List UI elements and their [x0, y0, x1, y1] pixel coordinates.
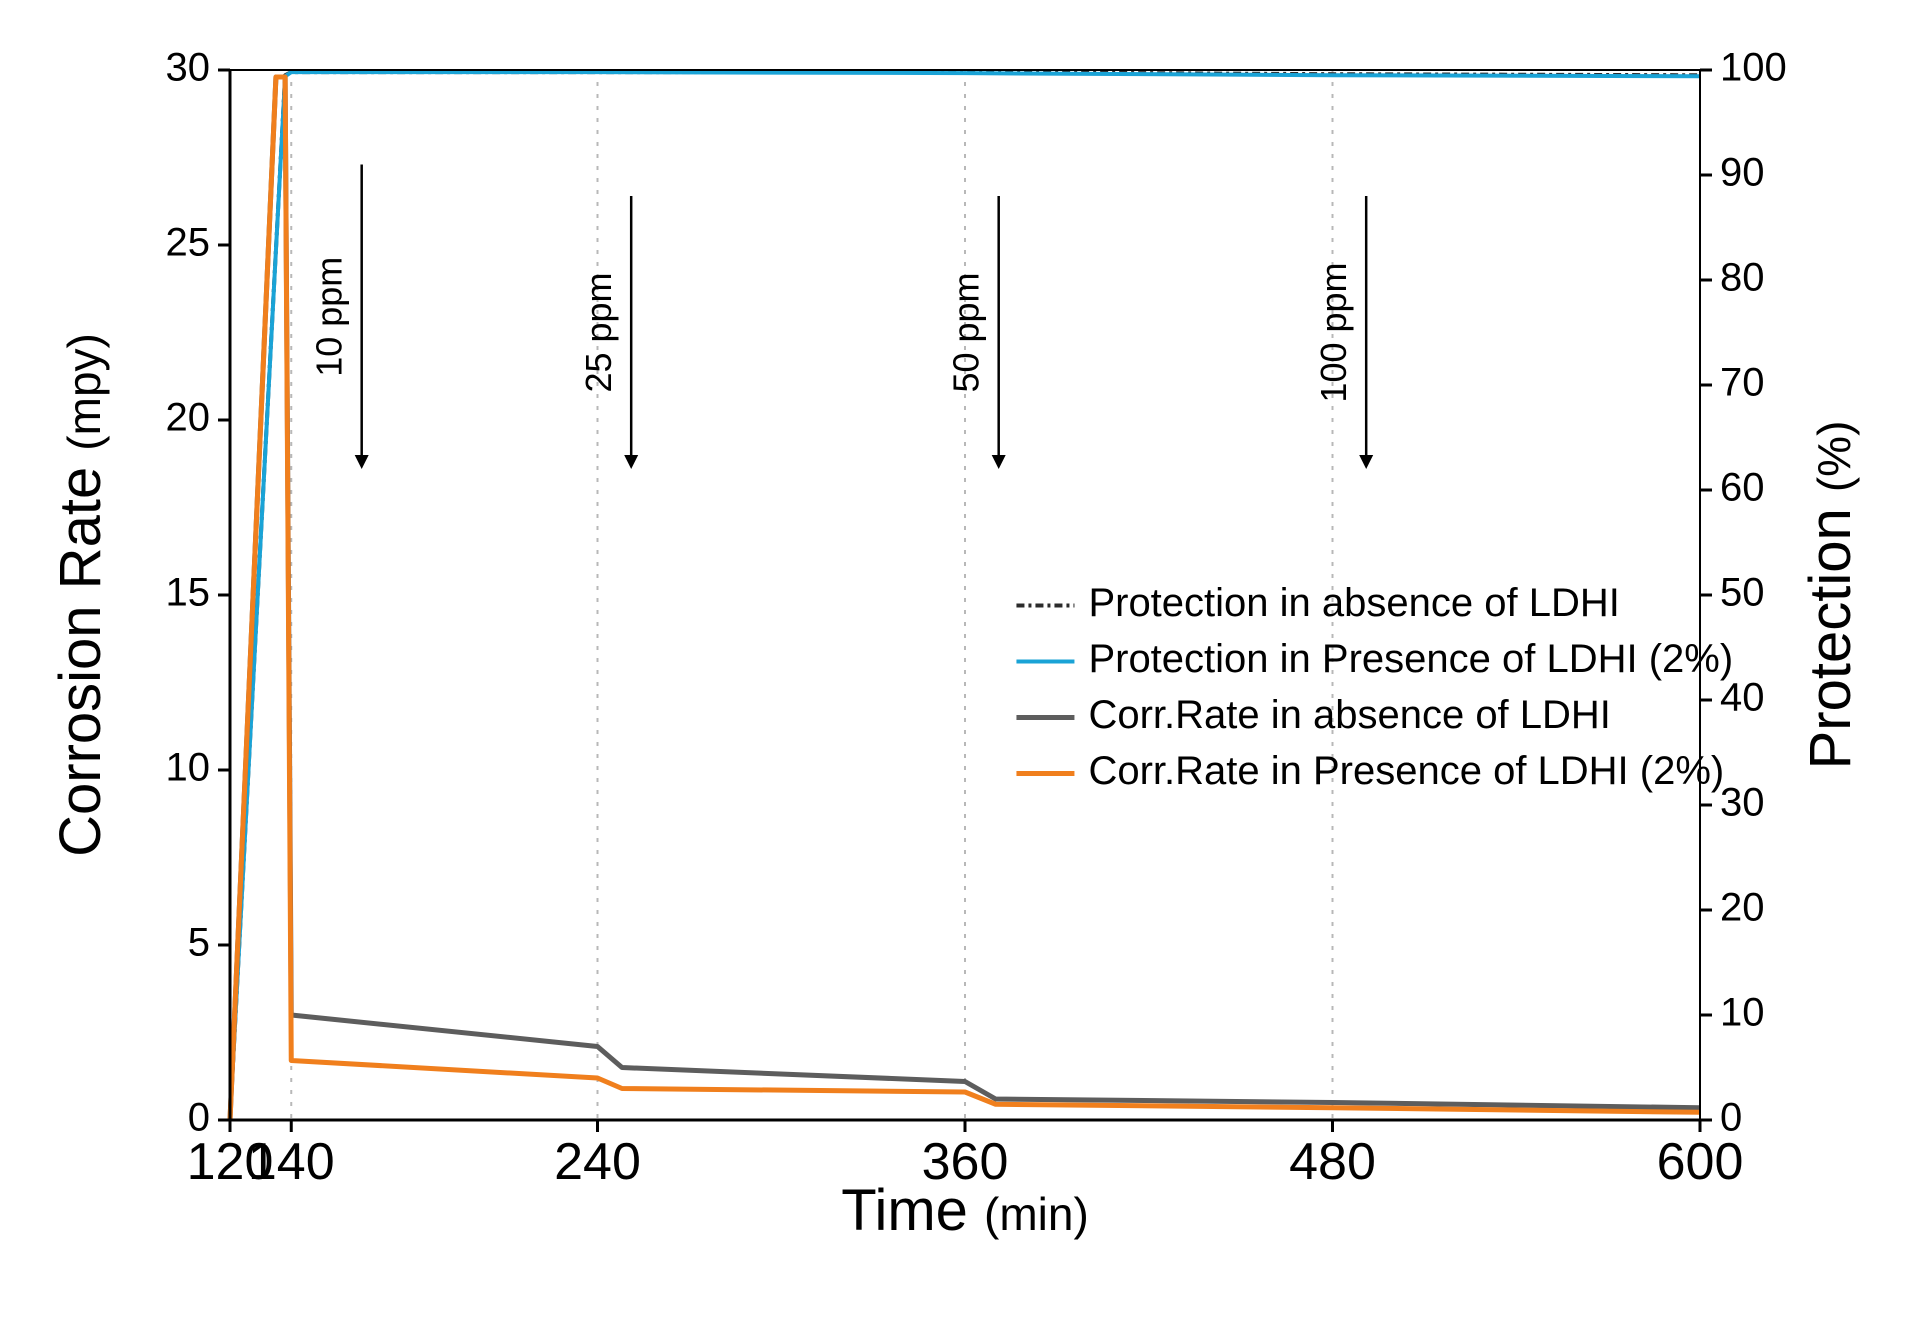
- y-right-tick-label: 100: [1720, 46, 1787, 90]
- y-right-tick-label: 80: [1720, 256, 1765, 300]
- annotation-arrowhead: [355, 455, 369, 469]
- y-right-tick-label: 20: [1720, 886, 1765, 930]
- legend-label: Protection in Presence of LDHI (2%): [1088, 637, 1733, 681]
- y-right-tick-label: 70: [1720, 361, 1765, 405]
- legend-label: Corr.Rate in Presence of LDHI (2%): [1088, 749, 1724, 793]
- y-right-tick-label: 90: [1720, 151, 1765, 195]
- annotation-arrowhead: [1359, 455, 1373, 469]
- x-tick-label: 140: [248, 1133, 335, 1191]
- chart-svg: 0510152025300102030405060708090100120140…: [0, 0, 1920, 1333]
- y-left-tick-label: 30: [166, 46, 211, 90]
- y-right-tick-label: 40: [1720, 676, 1765, 720]
- annotation-label: 50 ppm: [946, 272, 987, 392]
- y-right-tick-label: 30: [1720, 781, 1765, 825]
- annotation-label: 100 ppm: [1313, 262, 1354, 402]
- y-right-tick-label: 50: [1720, 571, 1765, 615]
- x-tick-label: 600: [1657, 1133, 1744, 1191]
- annotation-arrowhead: [992, 455, 1006, 469]
- x-tick-label: 480: [1289, 1133, 1376, 1191]
- x-axis-title: Time (min): [841, 1178, 1089, 1243]
- corrosion-protection-chart: 0510152025300102030405060708090100120140…: [0, 0, 1920, 1333]
- y-left-tick-label: 10: [166, 746, 211, 790]
- annotation-label: 25 ppm: [578, 272, 619, 392]
- y-left-tick-label: 25: [166, 221, 211, 265]
- annotation-arrowhead: [624, 455, 638, 469]
- y-right-tick-label: 60: [1720, 466, 1765, 510]
- legend-label: Protection in absence of LDHI: [1088, 581, 1619, 625]
- y-left-tick-label: 15: [166, 571, 211, 615]
- y-right-tick-label: 10: [1720, 991, 1765, 1035]
- legend-label: Corr.Rate in absence of LDHI: [1088, 693, 1610, 737]
- y-right-axis-title: Protection (%): [1798, 421, 1863, 770]
- annotation-label: 10 ppm: [309, 257, 350, 377]
- y-left-axis-title: Corrosion Rate (mpy): [48, 333, 113, 857]
- x-tick-label: 240: [554, 1133, 641, 1191]
- y-left-tick-label: 5: [188, 921, 210, 965]
- y-left-tick-label: 20: [166, 396, 211, 440]
